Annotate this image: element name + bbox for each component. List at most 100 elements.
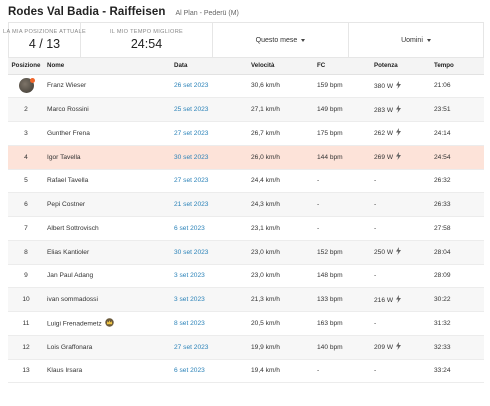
best-time-stat: IL MIO TEMPO MIGLIORE 24:54 [81, 23, 213, 57]
activity-date-link[interactable]: 6 set 2023 [174, 224, 205, 232]
leaderboard-table: Posizione Nome Data Velocità FC Potenza … [8, 58, 484, 384]
time-cell: 31:32 [431, 311, 484, 336]
speed-cell-text: 21,3 km/h [251, 296, 280, 304]
activity-date-link[interactable]: 8 set 2023 [174, 319, 205, 327]
activity-date-link[interactable]: 30 set 2023 [174, 153, 209, 161]
athlete-name-cell-text[interactable]: Elias Kantioler [47, 248, 90, 256]
activity-date-link[interactable]: 3 set 2023 [174, 296, 205, 304]
activity-date-link[interactable]: 6 set 2023 [174, 367, 205, 375]
athlete-name-cell[interactable]: Pepi Costner [44, 192, 171, 217]
time-cell: 33:24 [431, 359, 484, 384]
speed-cell-text: 24,4 km/h [251, 177, 280, 185]
column-header-name[interactable]: Nome [44, 58, 171, 75]
avatar[interactable] [18, 78, 35, 94]
athlete-name-cell[interactable]: Igor Tavella [44, 145, 171, 170]
athlete-name-cell-text[interactable]: Igor Tavella [47, 153, 81, 161]
heart-rate-cell: - [314, 216, 371, 241]
position-cell: 10 [8, 287, 44, 312]
lightning-bolt-icon [396, 128, 402, 138]
my-position-label: LA MIA POSIZIONE ATTUALE [3, 29, 86, 35]
athlete-name-cell[interactable]: Luigi Frenademetz [44, 311, 171, 336]
speed-cell-text: 23,0 km/h [251, 248, 280, 256]
speed-cell-text: 27,1 km/h [251, 106, 280, 114]
athlete-name-cell-text[interactable]: Marco Rossini [47, 106, 89, 114]
athlete-name-cell[interactable]: Rafael Tavella [44, 169, 171, 194]
power-cell-text: 283 W [374, 106, 394, 114]
power-cell-text: - [374, 177, 377, 185]
athlete-name-cell-text[interactable]: ivan sommadossi [47, 296, 98, 304]
position-cell-text: 5 [24, 177, 28, 185]
athlete-name-cell-text[interactable]: Gunther Frena [47, 129, 90, 137]
heart-rate-cell: - [314, 359, 371, 384]
athlete-name-cell-text[interactable]: Franz Wieser [47, 82, 87, 90]
activity-date-link[interactable]: 3 set 2023 [174, 272, 205, 280]
time-cell-text: 26:33 [434, 201, 451, 209]
period-filter-dropdown[interactable]: Questo mese [213, 23, 349, 57]
activity-date-link[interactable]: 25 set 2023 [174, 106, 209, 114]
power-cell-text: - [374, 224, 377, 232]
power-cell-text: 209 W [374, 343, 394, 351]
column-header-time[interactable]: Tempo [431, 58, 484, 75]
activity-date-link[interactable]: 26 set 2023 [174, 82, 209, 90]
athlete-name-cell-text[interactable]: Pepi Costner [47, 201, 86, 209]
table-row: 6 Pepi Costner 21 set 2023 24,3 km/h - - 26:33 [8, 192, 484, 217]
best-time-value: 24:54 [130, 37, 163, 51]
athlete-name-cell[interactable]: Klaus Irsara [44, 359, 171, 384]
column-header-position[interactable]: Posizione [8, 58, 44, 75]
athlete-name-cell[interactable]: ivan sommadossi [44, 287, 171, 312]
gender-filter-label: Uomini [401, 36, 423, 44]
athlete-name-cell[interactable]: Marco Rossini [44, 97, 171, 122]
column-header-heart-rate[interactable]: FC [314, 58, 371, 75]
heart-rate-cell: - [314, 192, 371, 217]
athlete-name-cell-text[interactable]: Klaus Irsara [47, 367, 83, 375]
heart-rate-cell-text: - [317, 224, 320, 232]
speed-cell-text: 26,7 km/h [251, 129, 280, 137]
table-row: 3 Gunther Frena 27 set 2023 26,7 km/h 175 bp… [8, 121, 484, 146]
date-cell: 27 set 2023 [171, 169, 248, 194]
athlete-name-cell-text[interactable]: Rafael Tavella [47, 177, 89, 185]
athlete-name-cell-text[interactable]: Luigi Frenademetz [47, 320, 102, 328]
power-cell: 250 W [371, 240, 431, 265]
activity-date-link[interactable]: 27 set 2023 [174, 177, 209, 185]
activity-date-link[interactable]: 27 set 2023 [174, 129, 209, 137]
athlete-name-cell[interactable]: Jan Paul Adang [44, 264, 171, 289]
segment-title: Rodes Val Badia - Raiffeisen [8, 6, 166, 18]
athlete-name-cell[interactable]: Elias Kantioler [44, 240, 171, 265]
athlete-name-cell[interactable]: Lois Graffonara [44, 335, 171, 360]
date-cell: 30 set 2023 [171, 240, 248, 265]
power-cell: 380 W [371, 74, 431, 99]
speed-cell-text: 23,0 km/h [251, 272, 280, 280]
activity-date-link[interactable]: 21 set 2023 [174, 201, 209, 209]
activity-date-link[interactable]: 27 set 2023 [174, 343, 209, 351]
position-cell: 5 [8, 169, 44, 194]
period-filter-label: Questo mese [255, 36, 298, 44]
speed-cell: 21,3 km/h [248, 287, 314, 312]
table-row: 10 ivan sommadossi 3 set 2023 21,3 km/h 133 … [8, 287, 484, 312]
activity-date-link[interactable]: 30 set 2023 [174, 248, 209, 256]
athlete-name-cell[interactable]: Franz Wieser [44, 74, 171, 99]
position-cell-text: 10 [22, 296, 30, 304]
speed-cell: 23,1 km/h [248, 216, 314, 241]
column-header-date[interactable]: Data [171, 58, 248, 75]
athlete-name-cell-text[interactable]: Jan Paul Adang [47, 272, 94, 280]
position-cell: 12 [8, 335, 44, 360]
time-cell: 32:33 [431, 335, 484, 360]
time-cell-text: 26:32 [434, 177, 451, 185]
date-cell: 3 set 2023 [171, 287, 248, 312]
athlete-name-cell-text[interactable]: Albert Sottrovisch [47, 224, 99, 232]
gender-filter-dropdown[interactable]: Uomini [349, 23, 483, 57]
column-header-speed[interactable]: Velocità [248, 58, 314, 75]
column-header-power[interactable]: Potenza [371, 58, 431, 75]
athlete-name-cell[interactable]: Gunther Frena [44, 121, 171, 146]
athlete-name-cell[interactable]: Albert Sottrovisch [44, 216, 171, 241]
stats-bar: LA MIA POSIZIONE ATTUALE 4 / 13 IL MIO T… [3, 22, 484, 58]
speed-cell: 19,9 km/h [248, 335, 314, 360]
speed-cell: 23,0 km/h [248, 264, 314, 289]
heart-rate-cell-text: - [317, 367, 320, 375]
speed-cell: 24,3 km/h [248, 192, 314, 217]
date-cell: 3 set 2023 [171, 264, 248, 289]
date-cell: 26 set 2023 [171, 74, 248, 99]
athlete-name-cell-text[interactable]: Lois Graffonara [47, 343, 93, 351]
time-cell-text: 24:54 [434, 153, 451, 161]
position-cell-text: 11 [22, 319, 30, 327]
